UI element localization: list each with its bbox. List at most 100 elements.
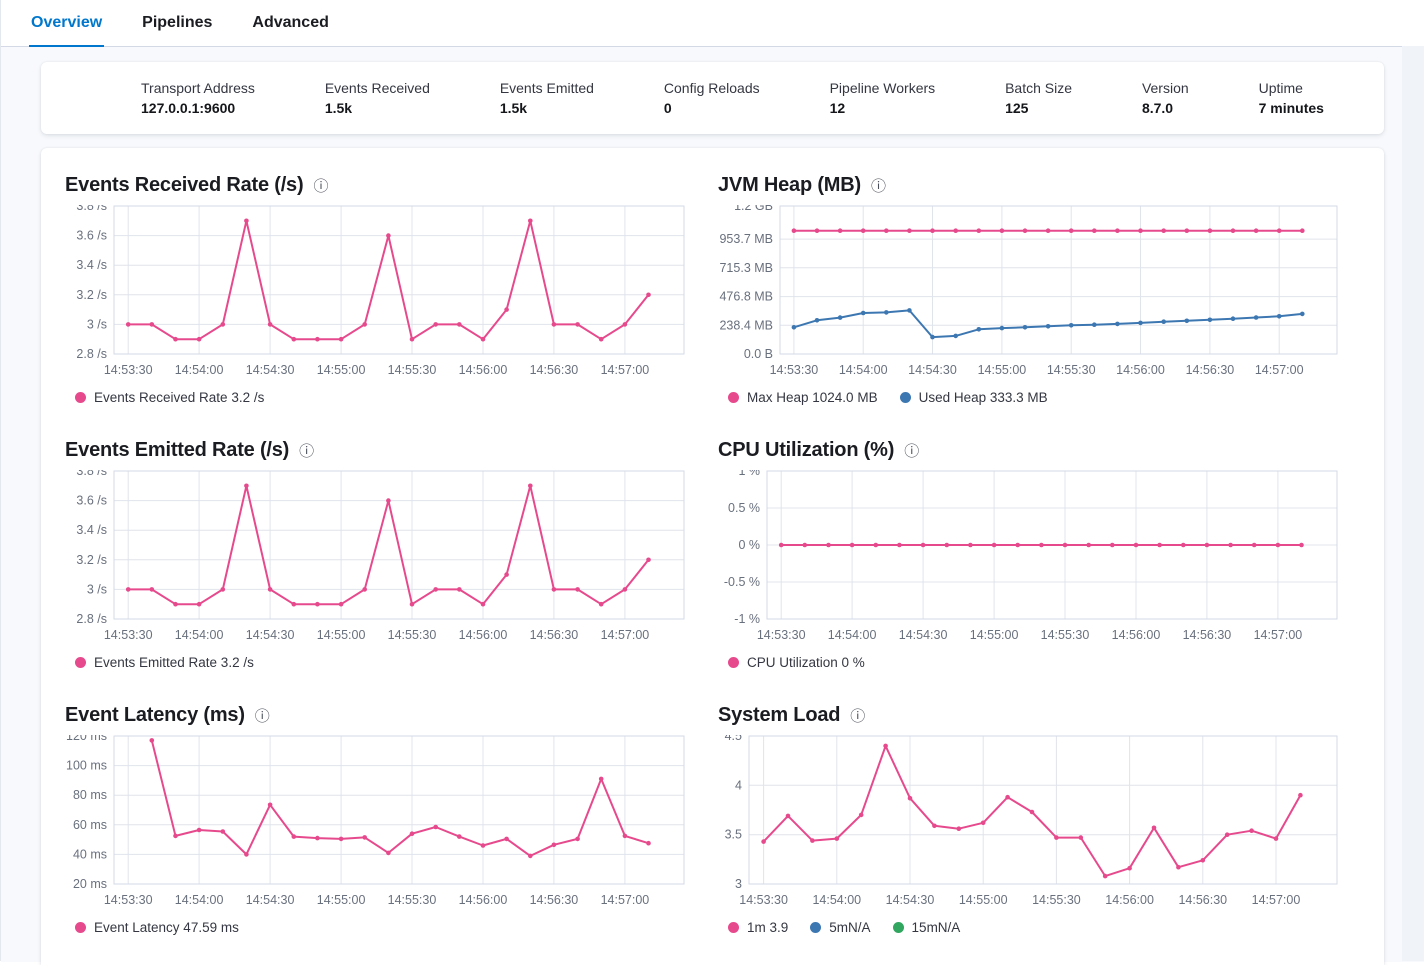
chart-title: Event Latency (ms) xyxy=(65,704,245,726)
legend-dot-pink xyxy=(728,392,739,403)
svg-text:14:56:30: 14:56:30 xyxy=(530,893,579,907)
svg-text:14:56:30: 14:56:30 xyxy=(530,628,579,642)
summary-label: Version xyxy=(1141,80,1189,96)
summary-item: Batch Size 125 xyxy=(1005,80,1072,116)
tab-overview[interactable]: Overview xyxy=(29,14,105,47)
svg-text:3 /s: 3 /s xyxy=(87,317,107,331)
summary-label: Pipeline Workers xyxy=(829,80,936,96)
legend-item: 15mN/A xyxy=(892,920,961,935)
info-icon[interactable]: ⓘ xyxy=(870,177,886,195)
chart-header: Event Latency (ms) ⓘ xyxy=(65,704,687,727)
summary-value: 8.7.0 xyxy=(1141,100,1174,116)
svg-text:715.3 MB: 715.3 MB xyxy=(719,261,773,275)
chart-header: Events Received Rate (/s) ⓘ xyxy=(65,174,687,197)
svg-text:14:54:00: 14:54:00 xyxy=(175,363,224,377)
info-icon[interactable]: ⓘ xyxy=(254,707,270,725)
tab-advanced[interactable]: Advanced xyxy=(252,14,329,31)
svg-text:14:55:00: 14:55:00 xyxy=(959,893,1008,907)
chart-header: CPU Utilization (%) ⓘ xyxy=(718,439,1340,462)
legend-label: 5mN/A xyxy=(829,920,871,935)
svg-text:14:54:00: 14:54:00 xyxy=(175,628,224,642)
jvm-heap-line-chart[interactable]: 14:53:30 14:54:00 14:54:30 14:55:00 14:55:30… xyxy=(718,199,1340,381)
svg-text:20 ms: 20 ms xyxy=(73,877,107,891)
summary-value: 1.5k xyxy=(499,100,528,116)
legend-dot-blue xyxy=(810,922,822,933)
svg-text:2.8 /s: 2.8 /s xyxy=(76,612,107,626)
legend-label: 15mN/A xyxy=(911,920,961,935)
svg-text:60 ms: 60 ms xyxy=(73,818,107,832)
chart-title: JVM Heap (MB) xyxy=(718,174,861,196)
svg-text:0.5 %: 0.5 % xyxy=(728,501,760,515)
svg-text:14:56:30: 14:56:30 xyxy=(1186,363,1235,377)
legend-item: Events Emitted Rate 3.2 /s xyxy=(75,655,254,670)
svg-text:14:56:00: 14:56:00 xyxy=(459,893,508,907)
legend: Event Latency 47.59 ms xyxy=(75,920,687,935)
summary-value: 125 xyxy=(1005,100,1029,116)
legend-label: Events Emitted Rate 3.2 /s xyxy=(94,655,254,670)
svg-text:14:57:00: 14:57:00 xyxy=(1255,363,1304,377)
legend-dot-blue xyxy=(899,392,911,403)
scrollbar-gutter[interactable] xyxy=(1402,46,1424,961)
info-icon[interactable]: ⓘ xyxy=(299,442,315,460)
info-icon[interactable]: ⓘ xyxy=(904,442,920,460)
svg-text:0 %: 0 % xyxy=(738,538,760,552)
charts-grid: Events Received Rate (/s) ⓘ 14:53:30 14:54:… xyxy=(65,174,1340,935)
svg-text:14:54:00: 14:54:00 xyxy=(828,628,877,642)
page-content: Transport Address 127.0.0.1:9600 Events Re… xyxy=(1,47,1424,965)
svg-text:14:55:00: 14:55:00 xyxy=(317,363,366,377)
svg-text:14:57:00: 14:57:00 xyxy=(601,363,650,377)
svg-text:3: 3 xyxy=(735,877,742,891)
events-emitted-rate-line-chart[interactable]: 14:53:30 14:54:00 14:54:30 14:55:00 14:55:30… xyxy=(65,464,687,646)
svg-text:14:55:00: 14:55:00 xyxy=(970,628,1019,642)
svg-text:3.5: 3.5 xyxy=(725,828,742,842)
svg-text:14:54:00: 14:54:00 xyxy=(812,893,861,907)
legend-item: Event Latency 47.59 ms xyxy=(75,920,239,935)
chart-system-load: System Load ⓘ 14:53:30 14:54:00 14:54:30 14:5… xyxy=(718,704,1340,935)
summary-label: Batch Size xyxy=(1005,80,1073,96)
cpu-utilization-line-chart[interactable]: 14:53:30 14:54:00 14:54:30 14:55:00 14:55:30… xyxy=(718,464,1340,646)
svg-text:3.4 /s: 3.4 /s xyxy=(76,523,107,537)
svg-text:14:57:00: 14:57:00 xyxy=(601,628,650,642)
svg-text:14:55:30: 14:55:30 xyxy=(388,893,437,907)
svg-text:14:54:00: 14:54:00 xyxy=(175,893,224,907)
svg-text:14:55:00: 14:55:00 xyxy=(317,893,366,907)
svg-text:14:56:00: 14:56:00 xyxy=(459,363,508,377)
legend-item: 5mN/A xyxy=(810,920,871,935)
legend-label: 1m 3.9 xyxy=(747,920,789,935)
summary-value: 1.5k xyxy=(324,100,353,116)
summary-bar: Transport Address 127.0.0.1:9600 Events Re… xyxy=(41,62,1384,134)
chart-title: Events Emitted Rate (/s) xyxy=(65,439,290,461)
event-latency-line-chart[interactable]: 14:53:30 14:54:00 14:54:30 14:55:00 14:55:30… xyxy=(65,729,687,911)
svg-text:14:55:30: 14:55:30 xyxy=(388,363,437,377)
legend: CPU Utilization 0 % xyxy=(728,655,1340,670)
svg-text:100 ms: 100 ms xyxy=(66,759,107,773)
summary-item: Version 8.7.0 xyxy=(1142,80,1189,116)
svg-text:14:54:30: 14:54:30 xyxy=(899,628,948,642)
svg-text:14:54:30: 14:54:30 xyxy=(246,893,295,907)
legend-dot-pink xyxy=(75,922,86,933)
svg-text:14:54:30: 14:54:30 xyxy=(246,628,295,642)
svg-text:953.7 MB: 953.7 MB xyxy=(719,232,773,246)
svg-text:14:54:00: 14:54:00 xyxy=(839,363,888,377)
legend: Max Heap 1024.0 MB Used Heap 333.3 MB xyxy=(728,390,1340,405)
info-icon[interactable]: ⓘ xyxy=(313,177,329,195)
svg-text:3.8 /s: 3.8 /s xyxy=(76,470,107,478)
svg-text:40 ms: 40 ms xyxy=(73,847,107,861)
legend-label: Used Heap 333.3 MB xyxy=(918,390,1048,405)
chart-cpu-utilization: CPU Utilization (%) ⓘ 14:53:30 14:54:00 14:5… xyxy=(718,439,1340,670)
svg-text:238.4 MB: 238.4 MB xyxy=(719,318,773,332)
svg-text:14:54:30: 14:54:30 xyxy=(886,893,935,907)
legend: 1m 3.9 5mN/A 15mN/A xyxy=(728,920,1340,935)
system-load-line-chart[interactable]: 14:53:30 14:54:00 14:54:30 14:55:00 14:55:30… xyxy=(718,729,1340,911)
svg-text:3.2 /s: 3.2 /s xyxy=(76,553,107,567)
svg-text:1.2 GB: 1.2 GB xyxy=(734,205,773,213)
svg-text:120 ms: 120 ms xyxy=(66,735,107,743)
svg-text:2.8 /s: 2.8 /s xyxy=(76,347,107,361)
chart-header: JVM Heap (MB) ⓘ xyxy=(718,174,1340,197)
chart-events-emitted-rate: Events Emitted Rate (/s) ⓘ 14:53:30 14:54:0… xyxy=(65,439,687,670)
svg-text:14:55:30: 14:55:30 xyxy=(1047,363,1096,377)
events-received-rate-line-chart[interactable]: 14:53:30 14:54:00 14:54:30 14:55:00 14:55:30… xyxy=(65,199,687,381)
summary-item: Uptime 7 minutes xyxy=(1259,80,1324,116)
info-icon[interactable]: ⓘ xyxy=(850,707,866,725)
tab-pipelines[interactable]: Pipelines xyxy=(142,14,213,31)
